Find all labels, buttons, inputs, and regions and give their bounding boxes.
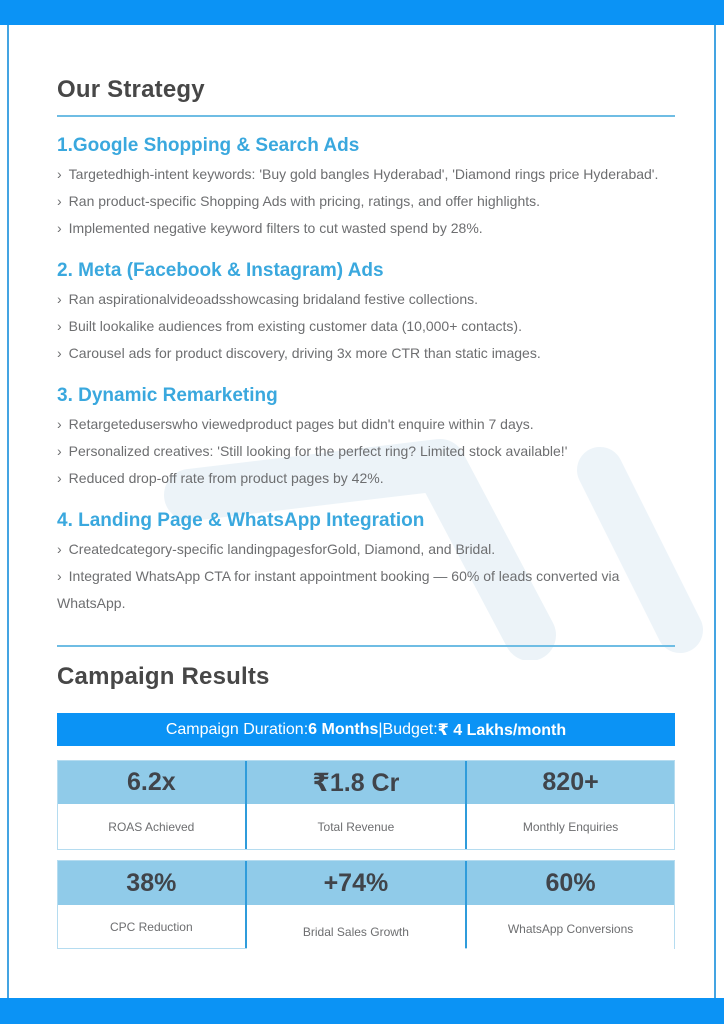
budget-label: Budget: bbox=[382, 720, 438, 738]
bullet-text: Implemented negative keyword filters to … bbox=[68, 220, 483, 236]
bullet-text: Carousel ads for product discovery, driv… bbox=[68, 345, 541, 361]
section-dynamic-remarketing: 3. Dynamic Remarketing › Retargetedusersw… bbox=[57, 384, 675, 492]
bullet-marker: › bbox=[57, 345, 62, 361]
bullet-marker: › bbox=[57, 541, 62, 557]
bullet-item: › Integrated WhatsApp CTA for instant app… bbox=[57, 563, 675, 617]
section-heading: 3. Dynamic Remarketing bbox=[57, 385, 278, 406]
bullet-item: › Personalized creatives: 'Still looking … bbox=[57, 438, 675, 465]
stat-cell-whatsapp-conv: 60% WhatsApp Conversions bbox=[465, 861, 674, 950]
stat-cell-enquiries: 820+ Monthly Enquiries bbox=[465, 761, 674, 849]
bullet-marker: › bbox=[57, 443, 62, 459]
page-content: Our Strategy 1.Google Shopping & Search … bbox=[57, 0, 675, 953]
stat-label: Monthly Enquiries bbox=[467, 804, 674, 849]
bullet-text: Ran aspirationalvideoadsshowcasing brida… bbox=[68, 291, 479, 307]
banner-separator: | bbox=[378, 720, 383, 738]
stat-value: +74% bbox=[246, 861, 466, 905]
bullet-text: Retargeteduserswho viewedproduct pages b… bbox=[68, 416, 534, 432]
budget-value: ₹ 4 Lakhs/month bbox=[437, 721, 567, 739]
bullet-marker: › bbox=[57, 291, 62, 307]
left-page-border bbox=[7, 25, 9, 998]
bullet-list: › Retargeteduserswho viewedproduct pages … bbox=[57, 411, 675, 492]
stats-row-2: 38% CPC Reduction +74% Bridal Sales Grow… bbox=[57, 860, 675, 953]
strategy-title: Our Strategy bbox=[57, 76, 205, 103]
stat-value: 60% bbox=[467, 861, 674, 905]
stat-value: 820+ bbox=[467, 761, 674, 804]
bullet-list: › Targetedhigh-intent keywords: 'Buy gold… bbox=[57, 161, 675, 242]
bullet-text: Built lookalike audiences from existing … bbox=[68, 318, 522, 334]
section-heading: 2. Meta (Facebook & Instagram) Ads bbox=[57, 260, 384, 281]
bottom-accent-bar bbox=[0, 998, 724, 1024]
bullet-text: Createdcategory-specific landingpagesfor… bbox=[68, 541, 496, 557]
bullet-item: › Ran aspirationalvideoadsshowcasing brid… bbox=[57, 286, 675, 313]
bullet-item: › Targetedhigh-intent keywords: 'Buy gold… bbox=[57, 161, 675, 188]
bullet-item: › Ran product-specific Shopping Ads with … bbox=[57, 188, 675, 215]
strategy-title-rule bbox=[57, 115, 675, 117]
bullet-marker: › bbox=[57, 166, 62, 182]
stat-value: 38% bbox=[58, 861, 245, 905]
bullet-item: › Built lookalike audiences from existing… bbox=[57, 313, 675, 340]
top-accent-bar bbox=[0, 0, 724, 25]
bullet-text: Integrated WhatsApp CTA for instant appo… bbox=[57, 568, 620, 611]
bullet-text: Personalized creatives: 'Still looking f… bbox=[68, 443, 568, 459]
stat-cell-revenue: ₹1.8 Cr Total Revenue bbox=[244, 761, 466, 849]
bullet-item: › Reduced drop-off rate from product page… bbox=[57, 465, 675, 492]
bullet-text: Ran product-specific Shopping Ads with p… bbox=[68, 193, 541, 209]
stats-row-1: 6.2x ROAS Achieved ₹1.8 Cr Total Revenue… bbox=[57, 760, 675, 850]
stat-value: 6.2x bbox=[58, 761, 245, 804]
bullet-marker: › bbox=[57, 318, 62, 334]
bullet-item: › Retargeteduserswho viewedproduct pages … bbox=[57, 411, 675, 438]
stat-label: Bridal Sales Growth bbox=[246, 910, 466, 953]
campaign-summary-banner: Campaign Duration: 6 Months | Budget: ₹ … bbox=[57, 713, 675, 746]
section-google-ads: 1.Google Shopping & Search Ads › Targeted… bbox=[57, 134, 675, 242]
stat-cell-roas: 6.2x ROAS Achieved bbox=[58, 761, 245, 849]
stat-label: WhatsApp Conversions bbox=[467, 907, 674, 950]
bullet-item: › Implemented negative keyword filters to… bbox=[57, 215, 675, 242]
section-meta-ads: 2. Meta (Facebook & Instagram) Ads › Ran … bbox=[57, 259, 675, 367]
stat-label: CPC Reduction bbox=[58, 905, 245, 948]
section-landing-whatsapp: 4. Landing Page & WhatsApp Integration ›… bbox=[57, 509, 675, 617]
bullet-list: › Createdcategory-specific landingpagesfo… bbox=[57, 536, 675, 617]
bullet-marker: › bbox=[57, 416, 62, 432]
bullet-item: › Createdcategory-specific landingpagesfo… bbox=[57, 536, 675, 563]
stat-value: ₹1.8 Cr bbox=[246, 761, 466, 804]
bullet-item: › Carousel ads for product discovery, dri… bbox=[57, 340, 675, 367]
results-top-rule bbox=[57, 645, 675, 647]
duration-value: 6 Months bbox=[308, 720, 379, 738]
bullet-list: › Ran aspirationalvideoadsshowcasing brid… bbox=[57, 286, 675, 367]
bullet-marker: › bbox=[57, 193, 62, 209]
section-heading: 4. Landing Page & WhatsApp Integration bbox=[57, 510, 425, 531]
stat-label: Total Revenue bbox=[246, 804, 466, 849]
bullet-text: Reduced drop-off rate from product pages… bbox=[68, 470, 384, 486]
bullet-marker: › bbox=[57, 470, 62, 486]
bullet-marker: › bbox=[57, 220, 62, 236]
bullet-text: Targetedhigh-intent keywords: 'Buy gold … bbox=[68, 166, 659, 182]
bullet-marker: › bbox=[57, 568, 62, 584]
right-page-border bbox=[714, 25, 716, 998]
stat-label: ROAS Achieved bbox=[58, 804, 245, 849]
results-title: Campaign Results bbox=[57, 663, 270, 690]
section-heading: 1.Google Shopping & Search Ads bbox=[57, 135, 360, 156]
stat-cell-cpc: 38% CPC Reduction bbox=[58, 861, 245, 948]
stat-cell-bridal-growth: +74% Bridal Sales Growth bbox=[244, 861, 466, 953]
duration-label: Campaign Duration: bbox=[165, 720, 309, 738]
